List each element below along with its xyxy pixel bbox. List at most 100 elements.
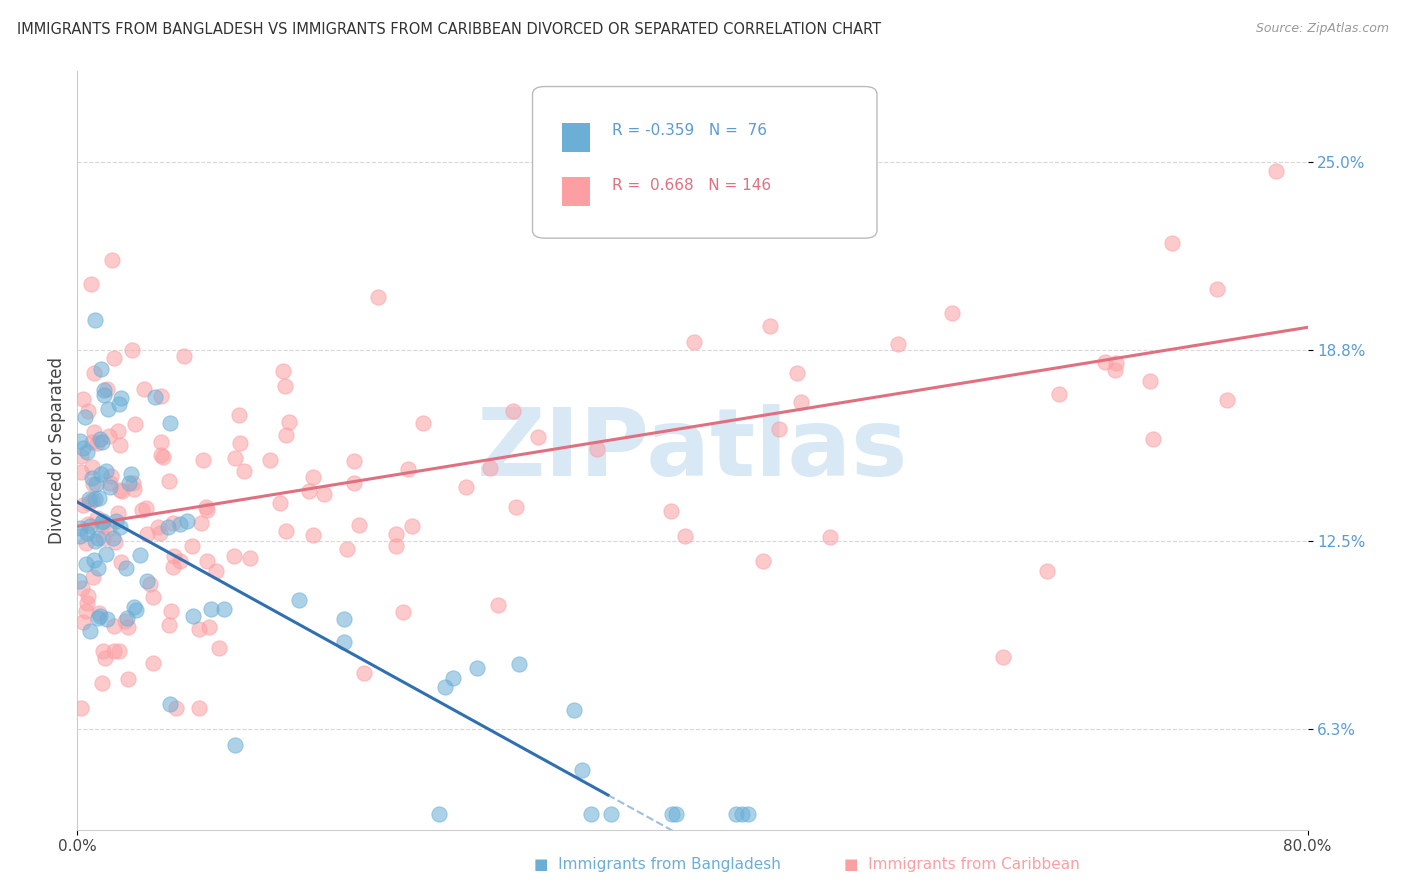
Point bbox=[157, 520, 180, 534]
Point bbox=[222, 549, 245, 563]
Point bbox=[73, 409, 96, 424]
Point bbox=[502, 404, 524, 418]
Point bbox=[90, 676, 112, 690]
Point bbox=[312, 487, 335, 501]
Point bbox=[149, 389, 172, 403]
Point bbox=[72, 498, 94, 512]
Point bbox=[212, 601, 235, 615]
Point bbox=[665, 807, 688, 822]
Point bbox=[91, 514, 114, 528]
Point bbox=[347, 518, 370, 533]
Point bbox=[228, 408, 250, 422]
Point bbox=[76, 526, 98, 541]
Point bbox=[80, 471, 103, 485]
Point bbox=[94, 651, 117, 665]
Point bbox=[87, 607, 110, 621]
Point bbox=[91, 644, 114, 658]
Point bbox=[122, 599, 145, 614]
Point bbox=[97, 401, 120, 416]
Point bbox=[76, 589, 98, 603]
Point bbox=[83, 533, 105, 548]
Point bbox=[79, 624, 101, 639]
Point bbox=[401, 518, 423, 533]
Text: R = -0.359   N =  76: R = -0.359 N = 76 bbox=[613, 123, 768, 138]
Point bbox=[208, 640, 231, 655]
Point bbox=[98, 475, 121, 490]
Point bbox=[76, 444, 98, 458]
Point bbox=[149, 526, 172, 541]
Point bbox=[103, 619, 125, 633]
Point bbox=[181, 608, 204, 623]
Point bbox=[259, 452, 281, 467]
Point bbox=[110, 555, 132, 569]
Point bbox=[195, 503, 218, 517]
Point bbox=[103, 644, 125, 658]
Point bbox=[93, 387, 115, 401]
Point bbox=[157, 618, 180, 632]
Point bbox=[820, 531, 842, 545]
Point bbox=[86, 435, 108, 450]
Point bbox=[87, 611, 110, 625]
Point bbox=[76, 596, 98, 610]
FancyBboxPatch shape bbox=[533, 87, 877, 238]
Point bbox=[107, 396, 129, 410]
Point bbox=[298, 483, 321, 498]
Point bbox=[142, 657, 165, 671]
Point bbox=[117, 672, 139, 686]
Point bbox=[571, 763, 593, 777]
Text: ■  Immigrants from Bangladesh: ■ Immigrants from Bangladesh bbox=[534, 857, 782, 872]
Point bbox=[96, 382, 118, 396]
Point bbox=[124, 417, 146, 431]
Point bbox=[505, 500, 527, 514]
Text: R =  0.668   N = 146: R = 0.668 N = 146 bbox=[613, 178, 772, 193]
Point bbox=[659, 504, 682, 518]
Point bbox=[79, 492, 101, 507]
Point bbox=[768, 422, 790, 436]
Point bbox=[101, 531, 124, 545]
Point bbox=[93, 517, 115, 532]
Point bbox=[159, 416, 181, 430]
Point bbox=[508, 657, 530, 671]
Point bbox=[115, 561, 138, 575]
Point bbox=[661, 807, 683, 822]
Point bbox=[187, 701, 209, 715]
Point bbox=[1139, 374, 1161, 388]
Point bbox=[786, 366, 808, 380]
Point bbox=[731, 807, 754, 822]
Point bbox=[138, 577, 160, 591]
Point bbox=[239, 550, 262, 565]
Point bbox=[150, 435, 173, 450]
Point bbox=[114, 614, 136, 628]
Point bbox=[205, 564, 228, 578]
Point bbox=[269, 495, 291, 509]
Point bbox=[152, 450, 174, 465]
Point bbox=[100, 469, 122, 483]
Point bbox=[353, 665, 375, 680]
Point bbox=[76, 404, 98, 418]
Point bbox=[188, 622, 211, 636]
Point bbox=[465, 661, 488, 675]
Point bbox=[120, 467, 142, 481]
Point bbox=[107, 424, 129, 438]
Y-axis label: Divorced or Separated: Divorced or Separated bbox=[48, 357, 66, 544]
Text: Source: ZipAtlas.com: Source: ZipAtlas.com bbox=[1256, 22, 1389, 36]
Point bbox=[173, 349, 195, 363]
Point bbox=[163, 549, 186, 564]
Point bbox=[336, 541, 359, 556]
Point bbox=[93, 383, 115, 397]
Point bbox=[273, 379, 295, 393]
Point bbox=[86, 510, 108, 524]
Point bbox=[69, 465, 91, 479]
Point bbox=[232, 464, 254, 478]
Point bbox=[97, 429, 120, 443]
Point bbox=[132, 382, 155, 396]
Point bbox=[724, 807, 747, 822]
Point bbox=[1047, 386, 1070, 401]
Point bbox=[165, 701, 187, 715]
Point bbox=[70, 450, 93, 464]
Point bbox=[129, 548, 152, 562]
Point bbox=[288, 593, 311, 607]
Point bbox=[75, 557, 97, 571]
Point bbox=[90, 362, 112, 376]
Point bbox=[94, 464, 117, 478]
